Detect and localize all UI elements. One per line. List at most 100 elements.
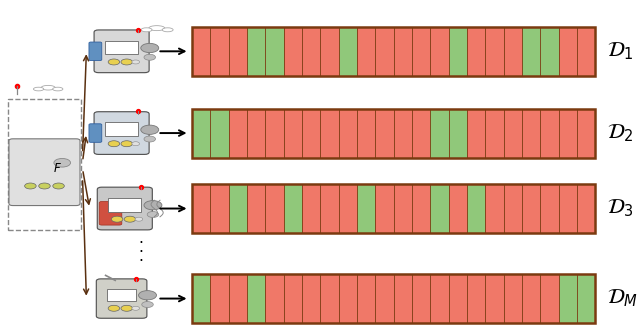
Bar	[192, 274, 595, 323]
Bar	[192, 184, 211, 233]
Circle shape	[121, 305, 132, 311]
Circle shape	[124, 216, 136, 222]
Bar	[266, 109, 284, 158]
Bar	[211, 27, 228, 76]
Bar	[247, 109, 266, 158]
Ellipse shape	[149, 25, 165, 31]
Circle shape	[111, 216, 123, 222]
Ellipse shape	[33, 87, 44, 91]
Circle shape	[141, 125, 159, 134]
Bar	[559, 274, 577, 323]
Bar	[192, 27, 595, 76]
Circle shape	[132, 142, 140, 146]
Bar	[320, 27, 339, 76]
Bar	[211, 184, 228, 233]
Bar	[540, 27, 559, 76]
FancyBboxPatch shape	[96, 279, 147, 318]
Bar	[577, 27, 595, 76]
Bar	[228, 274, 247, 323]
Circle shape	[108, 305, 120, 311]
Bar	[430, 274, 449, 323]
Bar	[302, 27, 320, 76]
Bar	[247, 27, 266, 76]
Bar	[192, 109, 211, 158]
FancyBboxPatch shape	[89, 42, 102, 61]
Bar	[375, 184, 394, 233]
Bar	[266, 184, 284, 233]
FancyBboxPatch shape	[99, 202, 122, 225]
Bar	[467, 109, 485, 158]
Bar	[192, 274, 211, 323]
Bar	[284, 184, 302, 233]
Bar	[449, 27, 467, 76]
Bar	[485, 109, 504, 158]
Circle shape	[108, 59, 120, 65]
Circle shape	[38, 183, 51, 189]
Bar	[559, 109, 577, 158]
Bar	[302, 109, 320, 158]
Circle shape	[144, 136, 156, 142]
Bar	[394, 109, 412, 158]
Bar	[430, 109, 449, 158]
Bar	[228, 109, 247, 158]
Bar	[320, 184, 339, 233]
Bar	[394, 27, 412, 76]
Bar	[302, 274, 320, 323]
Bar	[247, 274, 266, 323]
Bar	[540, 184, 559, 233]
Bar	[357, 184, 375, 233]
Bar	[485, 184, 504, 233]
Bar	[485, 27, 504, 76]
Bar	[108, 198, 141, 212]
Bar	[577, 274, 595, 323]
Bar	[375, 274, 394, 323]
FancyBboxPatch shape	[9, 139, 80, 206]
Bar	[394, 274, 412, 323]
Circle shape	[144, 54, 156, 60]
Bar	[467, 184, 485, 233]
Bar	[266, 27, 284, 76]
Text: $\mathcal{D}_2$: $\mathcal{D}_2$	[607, 122, 634, 144]
Bar	[320, 274, 339, 323]
Bar	[449, 274, 467, 323]
Bar	[559, 184, 577, 233]
Bar	[192, 109, 595, 158]
Bar	[266, 274, 284, 323]
Bar	[577, 109, 595, 158]
Circle shape	[135, 217, 143, 221]
Circle shape	[54, 159, 70, 167]
Circle shape	[141, 43, 159, 53]
Ellipse shape	[163, 28, 173, 32]
Bar	[522, 27, 540, 76]
Bar	[485, 274, 504, 323]
Bar	[412, 27, 430, 76]
Bar	[339, 109, 357, 158]
Circle shape	[147, 212, 159, 217]
Bar	[577, 184, 595, 233]
Bar	[108, 289, 136, 301]
Bar	[320, 109, 339, 158]
Bar	[412, 274, 430, 323]
Circle shape	[25, 183, 36, 189]
Circle shape	[108, 141, 120, 147]
FancyBboxPatch shape	[97, 187, 152, 230]
Text: ·
·
·: · · ·	[138, 236, 143, 269]
FancyBboxPatch shape	[89, 124, 102, 142]
Bar	[467, 274, 485, 323]
Bar	[412, 184, 430, 233]
Circle shape	[144, 201, 162, 210]
Bar	[357, 274, 375, 323]
Bar	[522, 109, 540, 158]
Circle shape	[53, 183, 65, 189]
Bar	[504, 109, 522, 158]
Circle shape	[132, 60, 140, 64]
Bar	[467, 27, 485, 76]
Bar	[559, 27, 577, 76]
Ellipse shape	[52, 87, 63, 91]
Bar	[105, 122, 138, 136]
Bar	[449, 109, 467, 158]
Bar	[540, 109, 559, 158]
Bar	[522, 274, 540, 323]
Circle shape	[121, 141, 132, 147]
Bar	[192, 27, 211, 76]
